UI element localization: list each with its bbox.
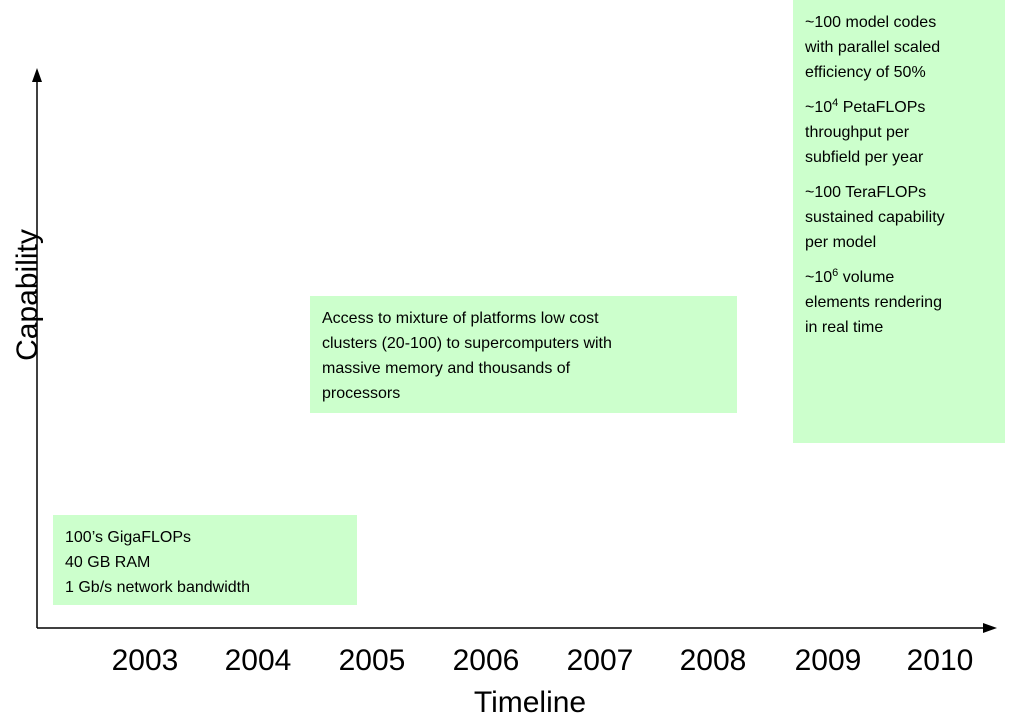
text-line: with parallel scaled [805, 39, 941, 56]
text-line: processors [322, 385, 401, 402]
year-label: 2007 [566, 644, 634, 677]
text-line: elements rendering [805, 294, 942, 311]
x-arrow [983, 623, 997, 633]
year-label: 2003 [111, 644, 179, 677]
text-line: 1 Gb/s network bandwidth [65, 579, 250, 596]
text-line: massive memory and thousands of [322, 360, 571, 377]
text-line: subfield per year [805, 149, 924, 166]
text-line: ~100 TeraFLOPs [805, 184, 927, 201]
text-line: 40 GB RAM [65, 554, 151, 571]
year-label: 2010 [906, 644, 974, 677]
paragraph: ~104 PetaFLOPs throughput per subfield per… [805, 95, 993, 170]
text-line: ~104 PetaFLOPs [805, 95, 993, 120]
text-line: Access to mixture of platforms low cost [322, 310, 599, 327]
text-line: clusters (20-100) to supercomputers with [322, 335, 612, 352]
text-box: ~100 model codes with parallel scaled effi… [793, 0, 1005, 443]
text-box: Access to mixture of platforms low cost c… [310, 296, 737, 413]
text-box: 100’s GigaFLOPs 40 GB RAM 1 Gb/s network b… [53, 515, 357, 605]
x-label: Timeline [473, 686, 587, 719]
y-label: Capability [11, 229, 44, 361]
y-arrow [32, 68, 42, 82]
text-line: sustained capability [805, 209, 945, 226]
text-line: throughput per [805, 124, 910, 141]
year-label: 2006 [452, 644, 520, 677]
paragraph: Access to mixture of platforms low cost c… [322, 306, 725, 406]
paragraph: ~100 model codes with parallel scaled effi… [805, 10, 993, 85]
paragraph: ~106 volume elements rendering in real tim… [805, 265, 993, 340]
superscript: 4 [832, 97, 839, 109]
year-label: 2009 [794, 644, 862, 677]
text-line: 100’s GigaFLOPs [65, 529, 191, 546]
text-line: ~106 volume [805, 265, 993, 290]
year-label: 2004 [224, 644, 292, 677]
text-line: per model [805, 234, 877, 251]
text: ~10 [805, 269, 833, 286]
text-line: ~100 model codes [805, 14, 937, 31]
year-label: 2005 [338, 644, 406, 677]
paragraph: 100’s GigaFLOPs 40 GB RAM 1 Gb/s network b… [65, 525, 345, 600]
superscript: 6 [832, 267, 839, 279]
text-line: efficiency of 50% [805, 64, 926, 81]
text-line: in real time [805, 319, 884, 336]
year-label: 2008 [679, 644, 747, 677]
text: ~10 [805, 99, 833, 116]
text: PetaFLOPs [838, 99, 926, 116]
text: volume [838, 269, 895, 286]
paragraph: ~100 TeraFLOPs sustained capability per mo… [805, 180, 993, 255]
